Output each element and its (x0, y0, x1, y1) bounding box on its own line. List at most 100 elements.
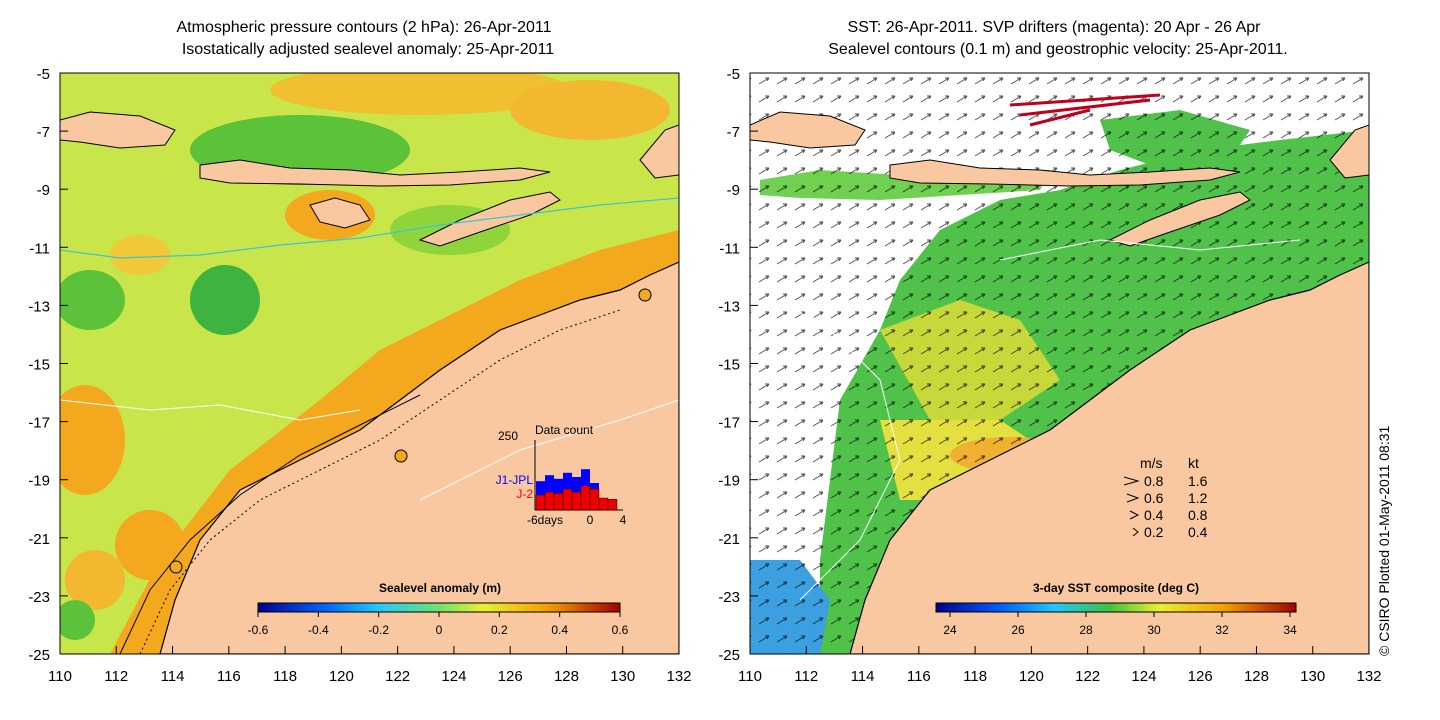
legend-ms-value: 0.4 (1144, 507, 1164, 523)
right-x-tick-label: 130 (1300, 668, 1325, 685)
legend-ms-value: 0.8 (1144, 473, 1164, 489)
right-y-tick-label: -5 (727, 66, 740, 83)
right-colorbar-bar (935, 602, 1297, 613)
inset-x-right: 4 (620, 513, 627, 527)
tide-gauge-marker (169, 560, 183, 574)
inset-bar-b (562, 488, 573, 511)
island-east (1329, 124, 1369, 179)
right-y-tick-label: -9 (727, 182, 740, 199)
legend-arrow-icon (1123, 476, 1140, 486)
left-x-tick-label: 122 (385, 668, 410, 685)
left-y-tick-label: -9 (37, 182, 50, 199)
right-x-tick-label: 116 (907, 668, 931, 685)
left-title-line2: Isostatically adjusted sealevel anomaly:… (182, 41, 554, 58)
legend-kt-value: 1.2 (1188, 490, 1208, 506)
right-x-tick-label: 120 (1019, 668, 1044, 685)
right-y-tick-label: -25 (718, 647, 740, 664)
left-map (60, 73, 679, 654)
left-y-tick-label: -23 (28, 589, 50, 606)
inset-bar-b (544, 491, 555, 511)
legend-kt-value: 0.4 (1188, 524, 1208, 540)
colorbar-tick-label: 0.2 (491, 623, 508, 637)
left-y-tick-label: -13 (28, 298, 50, 315)
depth-contour-dotted (139, 309, 621, 654)
sumba-island (309, 197, 371, 229)
legend-arrow-icon (1126, 493, 1140, 503)
svp-drifter-tracks (1009, 93, 1161, 127)
right-x-tick-label: 110 (738, 668, 762, 685)
speed-legend: m/s kt 0.8 1.60.6 1.20.4 0.80.2 0.4 (1123, 455, 1208, 540)
left-x-tick-label: 128 (554, 668, 579, 685)
legend-rows: 0.8 1.60.6 1.20.4 0.80.2 0.4 (1123, 473, 1208, 540)
right-y-tick-label: -17 (718, 415, 740, 432)
right-panel: SST: 26-Apr-2011. SVP drifters (magenta)… (749, 19, 1370, 655)
inset-bar-b (535, 494, 546, 511)
sla-patch (270, 73, 570, 115)
timor-island (1108, 191, 1251, 247)
island-east (639, 124, 679, 179)
sealevel-contour (759, 299, 901, 601)
right-x-tick-label: 126 (1188, 668, 1213, 685)
inset-bars (535, 469, 618, 511)
left-x-tick-label: 120 (329, 668, 354, 685)
right-x-tick-label: 128 (1244, 668, 1269, 685)
legend-ms-value: 0.6 (1144, 490, 1164, 506)
left-x-tick-label: 124 (441, 668, 466, 685)
inset-title: Data count (535, 423, 594, 437)
sla-patch (510, 80, 670, 140)
left-x-tick-label: 114 (161, 668, 185, 685)
australia-land (849, 261, 1369, 654)
colorbar-tick-label: 24 (943, 623, 957, 637)
right-title-line1: SST: 26-Apr-2011. SVP drifters (magenta)… (848, 19, 1262, 36)
sla-patch (65, 550, 125, 610)
java-island (750, 111, 866, 149)
right-title-line2: Sealevel contours (0.1 m) and geostrophi… (828, 41, 1288, 58)
inset-series-b: J-2 (516, 487, 533, 501)
right-y-tick-label: -19 (718, 473, 740, 490)
legend-kt-value: 0.8 (1188, 507, 1208, 523)
right-y-tick-label: -11 (719, 240, 740, 257)
colorbar-tick-label: 0.4 (551, 623, 568, 637)
side-caption: © CSIRO Plotted 01-May-2011 08:31 (1376, 426, 1392, 656)
sealevel-contour (999, 239, 1301, 261)
pressure-contour (60, 197, 679, 259)
pressure-contour-white (419, 399, 679, 501)
colorbar-tick-label: 30 (1147, 623, 1161, 637)
left-x-tick-label: 132 (666, 668, 691, 685)
sla-patch (110, 235, 170, 275)
colorbar-tick-label: -0.6 (248, 623, 269, 637)
left-y-tick-label: -25 (28, 647, 50, 664)
left-x-tick-label: 116 (217, 668, 241, 685)
java-island (60, 111, 176, 149)
colorbar-tick-label: 28 (1079, 623, 1093, 637)
left-colorbar-title: Sealevel anomaly (m) (379, 581, 501, 595)
right-x-tick-label: 112 (794, 668, 818, 685)
inset-x-left: -6days (527, 513, 563, 527)
colorbar-tick-label: -0.2 (368, 623, 389, 637)
right-x-tick-label: 122 (1075, 668, 1100, 685)
colorbar-tick-label: 26 (1011, 623, 1025, 637)
colorbar-tick-label: 32 (1215, 623, 1229, 637)
inset-bar-b (607, 499, 618, 511)
left-colorbar-ticks: -0.6 -0.4 -0.2 0 0.2 0.4 0.6 (248, 612, 629, 637)
left-x-tick-label: 126 (498, 668, 523, 685)
inset-max-label: 250 (498, 429, 518, 443)
inset-bar-b (589, 488, 600, 511)
left-y-tick-label: -15 (28, 357, 50, 374)
right-y-tick-label: -15 (718, 357, 740, 374)
left-y-tick-label: -19 (28, 473, 50, 490)
sla-patch (60, 270, 125, 330)
left-y-tick-label: -17 (28, 415, 50, 432)
sla-patch (190, 265, 260, 335)
right-colorbar-ticks: 24 26 28 30 32 34 (943, 612, 1297, 637)
inset-x-mid: 0 (587, 513, 594, 527)
right-y-tick-label: -23 (718, 589, 740, 606)
left-y-tick-label: -11 (29, 240, 50, 257)
left-y-tick-label: -5 (37, 66, 50, 83)
colorbar-tick-label: 0.6 (612, 623, 629, 637)
left-y-tick-label: -21 (28, 531, 50, 548)
legend-header-ms: m/s (1140, 455, 1163, 471)
right-y-tick-label: -21 (718, 531, 740, 548)
lesser-sunda-islands (889, 159, 1241, 187)
